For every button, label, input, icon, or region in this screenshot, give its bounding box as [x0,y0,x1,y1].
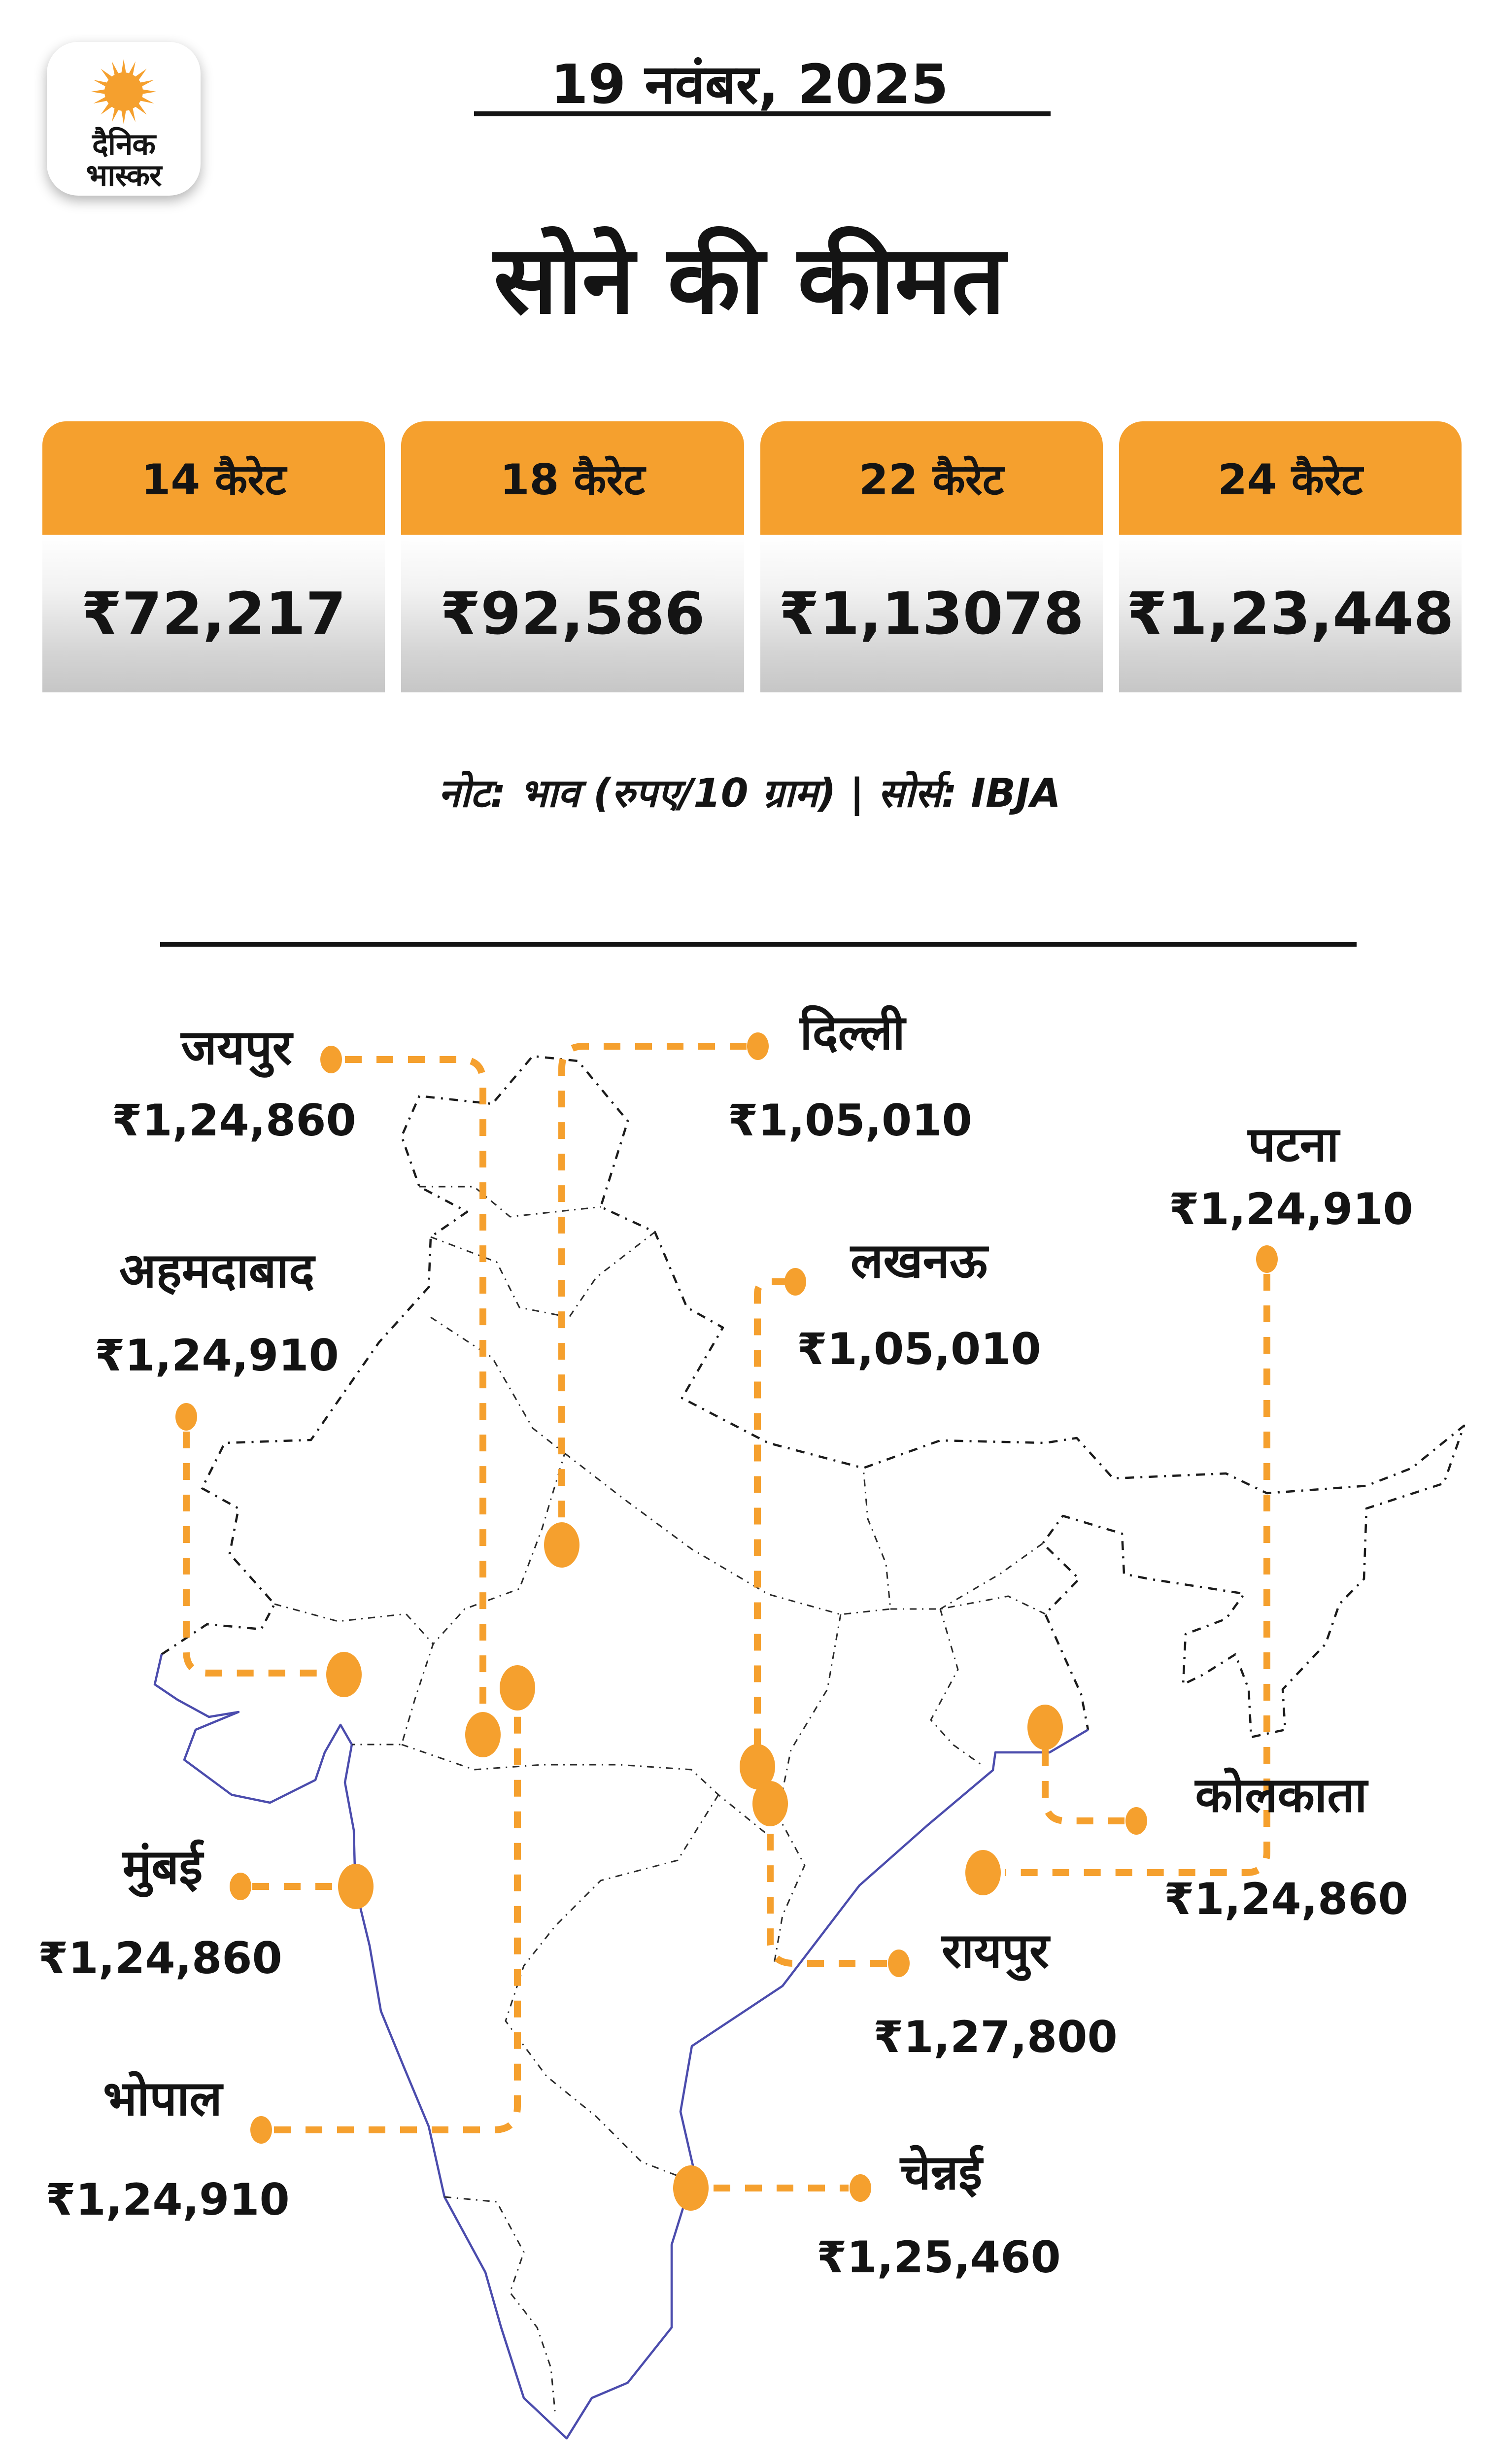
logo-text-line1: दैनिक [92,126,156,162]
page-title: सोने की कीमत [493,225,1006,335]
karat-card-22-body: ₹1,13078 [760,535,1103,692]
leader-raipur [767,1828,887,1967]
city-price-delhi: ₹1,05,010 [728,1095,972,1146]
leader-patna [1005,1274,1270,1876]
marker-bhopal [500,1665,535,1711]
karat-card-14-header: 14 कैरेट [42,421,385,535]
label-dot-lucknow [784,1268,806,1296]
city-label-ahmedabad: अहमदाबाद [119,1243,315,1299]
marker-ahmedabad [326,1652,362,1697]
city-label-lucknow: लखनऊ [851,1233,988,1289]
label-dot-kolkata [1125,1807,1147,1835]
date-underline [474,111,1051,116]
leader-delhi [558,1043,747,1525]
karat-card-22-header: 22 कैरेट [760,421,1103,535]
karat-card-18-label: 18 कैरेट [500,455,645,505]
city-price-raipur: ₹1,27,800 [873,2012,1118,2062]
label-dot-patna [1256,1245,1278,1273]
sun-rays [91,59,156,124]
city-label-delhi: दिल्ली [800,1005,905,1061]
karat-card-14-price: ₹72,217 [81,580,346,648]
karat-card-18: 18 कैरेट ₹92,586 [401,421,744,692]
marker-mumbai [338,1864,374,1909]
marker-delhi [544,1522,579,1568]
label-dot-chennai [850,2174,871,2202]
sun-icon [91,59,156,124]
label-dot-delhi [747,1032,769,1060]
section-divider [160,942,1357,947]
label-dot-jaipur [320,1046,342,1073]
leader-lucknow [754,1278,788,1745]
karat-card-24-price: ₹1,23,448 [1126,580,1454,648]
city-label-kolkata: कोलकाता [1195,1767,1367,1823]
city-label-patna: पटना [1248,1117,1339,1173]
city-price-mumbai: ₹1,24,860 [38,1933,282,1984]
city-label-bhopal: भोपाल [103,2071,222,2127]
karat-card-22: 22 कैरेट ₹1,13078 [760,421,1103,692]
city-price-bhopal: ₹1,24,910 [45,2174,290,2225]
city-label-mumbai: मुंबई [122,1839,203,1895]
label-dot-ahmedabad [175,1403,197,1431]
karat-cards-row: 14 कैरेट ₹72,217 18 कैरेट ₹92,586 22 कैर… [42,421,1462,692]
marker-chennai [673,2165,709,2211]
marker-jaipur [465,1712,501,1757]
city-price-kolkata: ₹1,24,860 [1164,1874,1408,1924]
label-dots [175,1032,1278,2202]
city-label-raipur: रायपुर [941,1923,1050,1979]
city-label-chennai: चेन्नई [900,2145,983,2201]
bhaskar-logo: दैनिक भास्कर [47,42,201,196]
logo-text-line2: भास्कर [86,157,162,194]
label-dot-mumbai [230,1873,251,1900]
karat-card-14-body: ₹72,217 [42,535,385,692]
marker-raipur [752,1781,788,1826]
karat-card-24-header: 24 कैरेट [1119,421,1462,535]
leader-lines [183,1043,1270,2191]
city-price-ahmedabad: ₹1,24,910 [95,1330,339,1381]
date-heading: 19 नवंबर, 2025 [550,53,949,116]
marker-patna [965,1850,1001,1895]
karat-card-24-body: ₹1,23,448 [1119,535,1462,692]
marker-lucknow [740,1744,775,1789]
karat-card-14-label: 14 कैरेट [141,455,286,505]
leader-ahmedabad [183,1432,320,1677]
city-markers [326,1522,1063,2211]
city-price-jaipur: ₹1,24,860 [112,1095,356,1146]
city-price-lucknow: ₹1,05,010 [797,1324,1041,1374]
karat-card-24-label: 24 कैरेट [1218,455,1363,505]
karat-card-24: 24 कैरेट ₹1,23,448 [1119,421,1462,692]
city-label-jaipur: जयपुर [181,1020,292,1076]
india-coastline [153,1654,1089,2440]
karat-card-14: 14 कैरेट ₹72,217 [42,421,385,692]
karat-card-22-label: 22 कैरेट [859,455,1004,505]
karat-card-18-header: 18 कैरेट [401,421,744,535]
note-source-ibja: नोट: भाव (रुपए/10 ग्राम) | सोर्स: IBJA [438,770,1061,816]
city-price-chennai: ₹1,25,460 [817,2232,1061,2283]
label-dot-raipur [888,1950,910,1977]
leader-bhopal [274,1712,521,2133]
leader-kolkata [1042,1749,1124,1824]
india-land-border [161,1055,1465,1739]
karat-card-22-price: ₹1,13078 [779,580,1084,648]
leader-jaipur [345,1056,486,1715]
city-price-patna: ₹1,24,910 [1169,1184,1413,1234]
marker-kolkata [1027,1705,1063,1750]
label-dot-bhopal [250,2116,272,2144]
karat-card-18-price: ₹92,586 [440,580,705,648]
karat-card-18-body: ₹92,586 [401,535,744,692]
